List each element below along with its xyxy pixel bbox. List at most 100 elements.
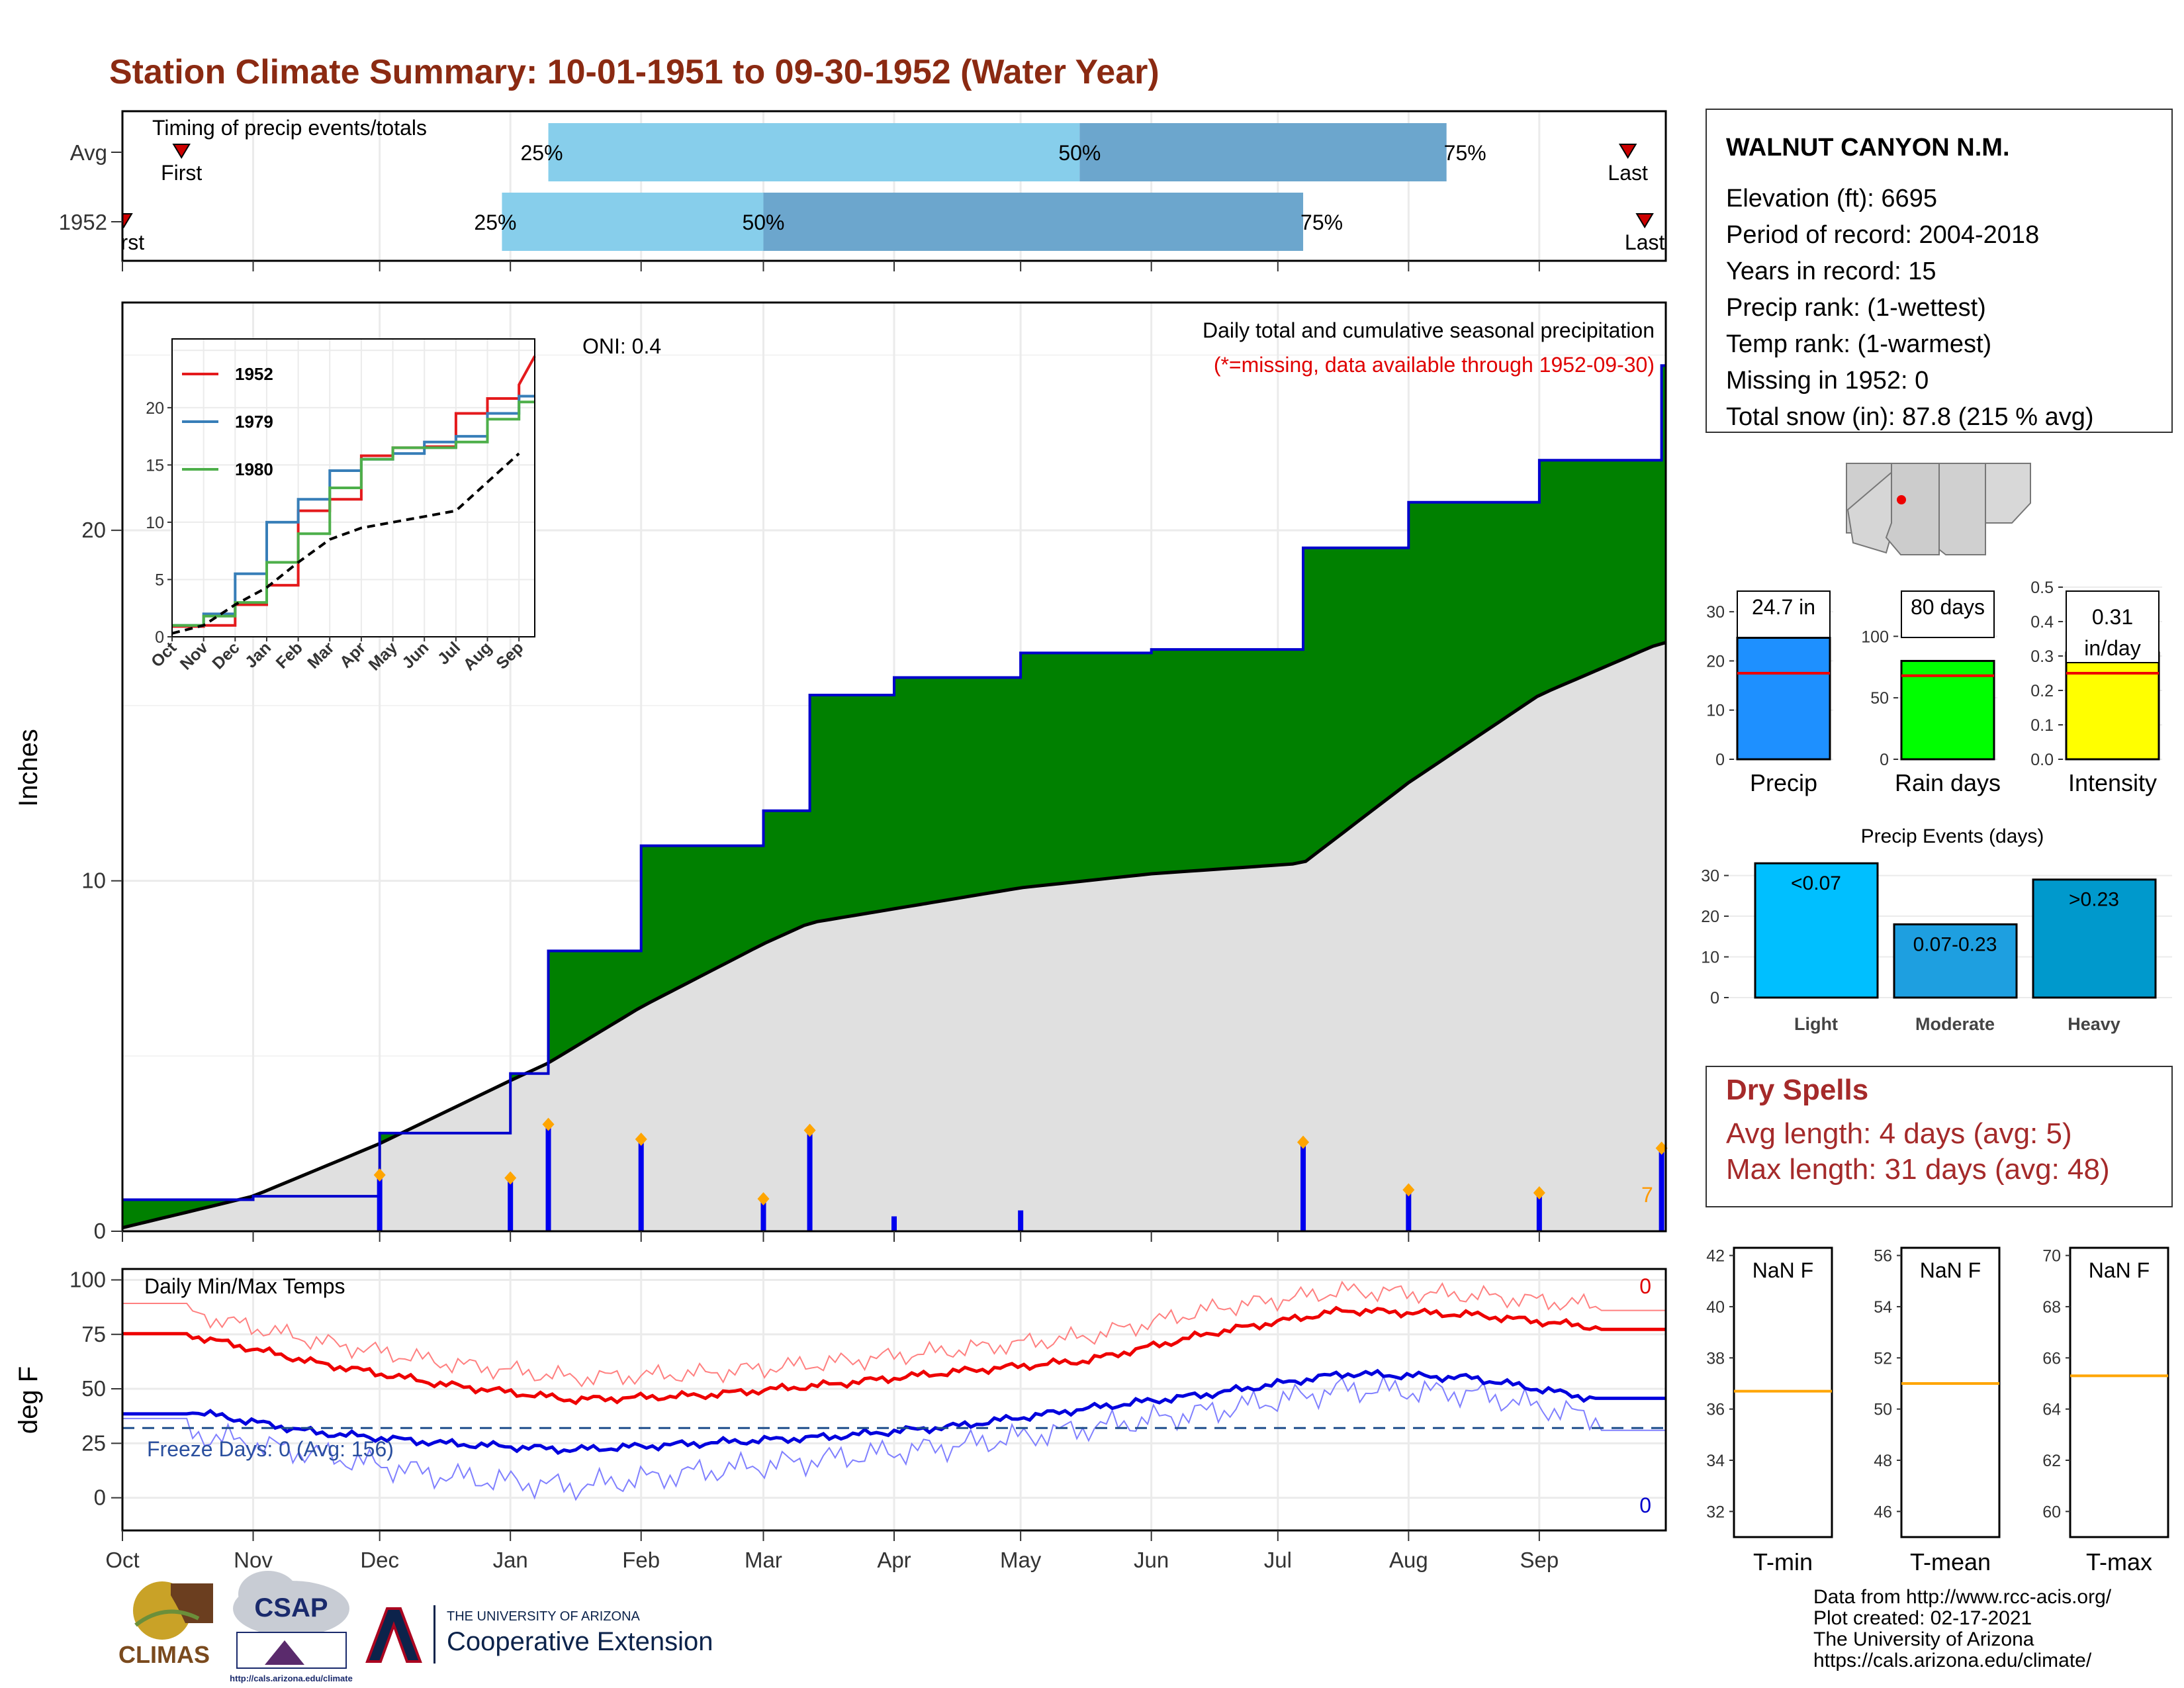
- temp-summary-frame-2: [2069, 1246, 2169, 1538]
- station-detail-line-6: Total snow (in): 87.8 (215 % avg): [1726, 403, 2094, 431]
- summary-value-box-2: [2066, 590, 2160, 663]
- station-detail-line-2: Years in record: 15: [1726, 258, 1936, 285]
- map-state-east: [1985, 463, 2031, 524]
- precip-y-tick-label-0: 0: [94, 1219, 106, 1243]
- timing-right-mask: [1666, 111, 1699, 261]
- events-tick-label: 30: [1701, 867, 1719, 886]
- inset-grid: [171, 339, 535, 637]
- precip-event-bar-heavy: [2032, 878, 2157, 999]
- timing-bar-q2-1: [763, 193, 1304, 251]
- temp-y-tick-label-50: 50: [81, 1376, 106, 1401]
- temp-summary-tick-label-0: 34: [1706, 1452, 1725, 1470]
- dry-spells-avg: Avg length: 4 days (avg: 5): [1726, 1117, 2072, 1150]
- extreme-event-marker-icon: [803, 1123, 816, 1137]
- precip-event-value-light: <0.07: [1791, 872, 1841, 894]
- temp-summary-name-1: T-mean: [1910, 1548, 1991, 1575]
- temp-y-tick-label-25: 25: [81, 1430, 106, 1455]
- timing-p25-label-1: 25%: [474, 211, 516, 234]
- station-detail-line-5: Missing in 1952: 0: [1726, 367, 1929, 395]
- extreme-event-marker-icon: [504, 1171, 517, 1185]
- map-state-arizona: [1885, 463, 1940, 555]
- temp-x-tick-label-sep: Sep: [1520, 1548, 1559, 1572]
- summary-value-unit-2: in/day: [2084, 636, 2140, 660]
- temp-summary-tick-label-0: 38: [1706, 1349, 1725, 1368]
- temp-summary-tick-label-0: 40: [1706, 1298, 1725, 1317]
- csap-text: CSAP: [254, 1593, 328, 1622]
- ua-divider: [433, 1605, 435, 1664]
- temp-summary-tick-label-1: 46: [1874, 1503, 1892, 1521]
- inset-legend: 1952 1979 1980: [182, 364, 273, 479]
- summary-tick-label-0: 10: [1706, 702, 1725, 720]
- summary-bar-name-1: Rain days: [1895, 769, 2001, 796]
- station-name: WALNUT CANYON N.M.: [1726, 134, 2010, 162]
- timing-label: Timing of precip events/totals: [152, 116, 427, 140]
- climas-logo: CLIMAS: [118, 1581, 213, 1668]
- credit-line-0: Data from http://www.rcc-acis.org/: [1813, 1586, 2112, 1608]
- temp-x-tick-label-oct: Oct: [105, 1548, 139, 1572]
- min-record-count: 0: [1639, 1493, 1651, 1517]
- temp-x-tick-label-feb: Feb: [622, 1548, 660, 1572]
- temp-summary-tick-label-0: 42: [1706, 1247, 1725, 1266]
- temp-summary-tick-label-0: 32: [1706, 1503, 1725, 1521]
- temp-x-tick-label-nov: Nov: [234, 1548, 273, 1572]
- summary-tick-label-2: 0.1: [2030, 716, 2054, 735]
- timing-p75-label-0: 75%: [1444, 141, 1486, 165]
- summary-tick-label-1: 100: [1861, 628, 1889, 646]
- station-detail-line-0: Elevation (ft): 6695: [1726, 185, 1937, 212]
- last-label-0: Last: [1608, 161, 1648, 185]
- last-marker-icon-1: [1635, 213, 1654, 228]
- inset-line-1980: [172, 400, 535, 627]
- avg-max-temp-line: [122, 1305, 1666, 1405]
- daily-precip-bars: [373, 1117, 1668, 1231]
- summary-bar-name-2: Intensity: [2068, 769, 2157, 796]
- ua-block-a-icon: [365, 1607, 422, 1663]
- precip-event-name-moderate: Moderate: [1915, 1014, 1995, 1034]
- temp-summary-tick-label-1: 52: [1874, 1349, 1892, 1368]
- precip-panel-label: Daily total and cumulative seasonal prec…: [1203, 318, 1655, 342]
- climas-text: CLIMAS: [118, 1641, 210, 1668]
- summary-value-box-0: [1737, 590, 1831, 638]
- ua-line-1: THE UNIVERSITY OF ARIZONA: [447, 1609, 641, 1624]
- max-record-count: 0: [1639, 1274, 1651, 1298]
- precipitation-panel: 0 10 20 ONI: 0.4 Daily total and cumulativ…: [14, 301, 1668, 1243]
- daily-precip-bar: [891, 1216, 897, 1231]
- map-state-new-mexico: [1938, 463, 1986, 555]
- precip-event-name-light: Light: [1794, 1014, 1838, 1034]
- temp-x-tick-label-dec: Dec: [360, 1548, 399, 1572]
- inset-y-tick-label: 0: [155, 628, 164, 647]
- csap-mountain-icon: [265, 1640, 304, 1665]
- daily-precip-bar: [1659, 1150, 1664, 1231]
- summary-tick-label-0: 0: [1715, 751, 1725, 769]
- summary-tick-label-2: 0.5: [2030, 579, 2054, 597]
- summary-tick-label-1: 50: [1870, 689, 1889, 708]
- credit-line-1: Plot created: 02-17-2021: [1813, 1607, 2032, 1629]
- temp-summary-tick-label-1: 56: [1874, 1247, 1892, 1266]
- summary-tick-label-1: 0: [1880, 751, 1889, 769]
- extreme-event-marker-icon: [373, 1168, 386, 1182]
- summary-bar-panels: 0 10 20 30 24.7 in Precip 0 50 100 80 days Rain da…: [1706, 579, 2162, 796]
- timing-p50-label-0: 50%: [1058, 141, 1101, 165]
- temp-summary-tick-label-1: 54: [1874, 1298, 1892, 1317]
- extreme-event-marker-icon: [1402, 1183, 1415, 1197]
- first-marker-icon-0: [172, 144, 191, 159]
- precip-surplus-area: [122, 365, 1666, 1228]
- summary-value-label-1: 80 days: [1911, 595, 1985, 619]
- extreme-event-marker-icon: [1533, 1186, 1545, 1199]
- precip-events-bars: <0.07 Light 0.07-0.23 Moderate >0.23 Heavy: [1754, 862, 2157, 1034]
- station-detail-line-1: Period of record: 2004-2018: [1726, 221, 2039, 249]
- daily-precip-bar: [1536, 1195, 1542, 1231]
- temp-y-axis-title: deg F: [14, 1366, 43, 1434]
- ua-line-2: Cooperative Extension: [447, 1627, 713, 1656]
- timing-p25-label-0: 25%: [521, 141, 563, 165]
- timing-bar-q1-0: [548, 123, 1080, 181]
- temp-y-tick-label-75: 75: [81, 1322, 106, 1346]
- precip-event-bar-light: [1754, 862, 1879, 999]
- csap-url: http://cals.arizona.edu/climate: [230, 1673, 353, 1683]
- temp-y-tick-label-100: 100: [69, 1267, 106, 1291]
- station-info-box: WALNUT CANYON N.M. Elevation (ft): 6695 P…: [1706, 109, 2173, 433]
- temp-summary-tick-label-2: 64: [2042, 1401, 2061, 1419]
- record-min-line: [122, 1375, 1666, 1501]
- summary-bar-name-0: Precip: [1750, 769, 1817, 796]
- summary-tick-label-2: 0.0: [2030, 751, 2054, 769]
